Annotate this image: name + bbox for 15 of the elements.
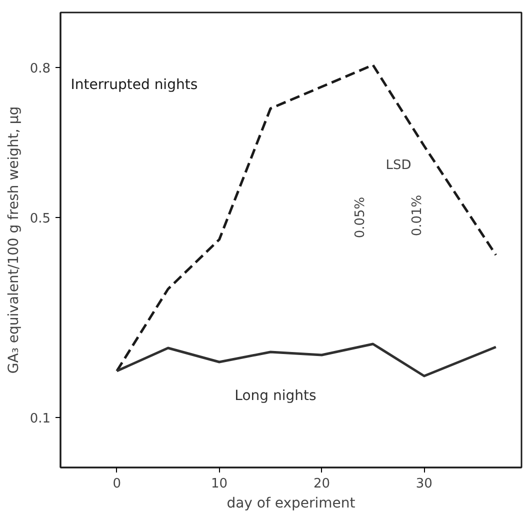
text: Interrupted nights <box>70 77 198 94</box>
y-tick-label: 0.1 <box>30 412 51 426</box>
line-series <box>116 342 498 378</box>
x-tick-label: 30 <box>416 476 432 492</box>
x-tick-label: 10 <box>211 476 228 492</box>
annotation: 0.01% <box>410 194 425 236</box>
x-tick-label: 0 <box>112 476 121 492</box>
y-axis-title: GA₃ equivalent/100 g fresh weight, µg <box>6 106 22 374</box>
x-axis-title: day of experiment <box>226 496 356 512</box>
y-tick-label: 0.5 <box>30 212 51 226</box>
x-tick-label: 20 <box>313 476 330 492</box>
annotation: LSD <box>386 158 412 173</box>
annotation: 0.05% <box>353 196 368 238</box>
text: Long nights <box>234 388 316 404</box>
y-tick-label: 0.8 <box>30 62 51 76</box>
